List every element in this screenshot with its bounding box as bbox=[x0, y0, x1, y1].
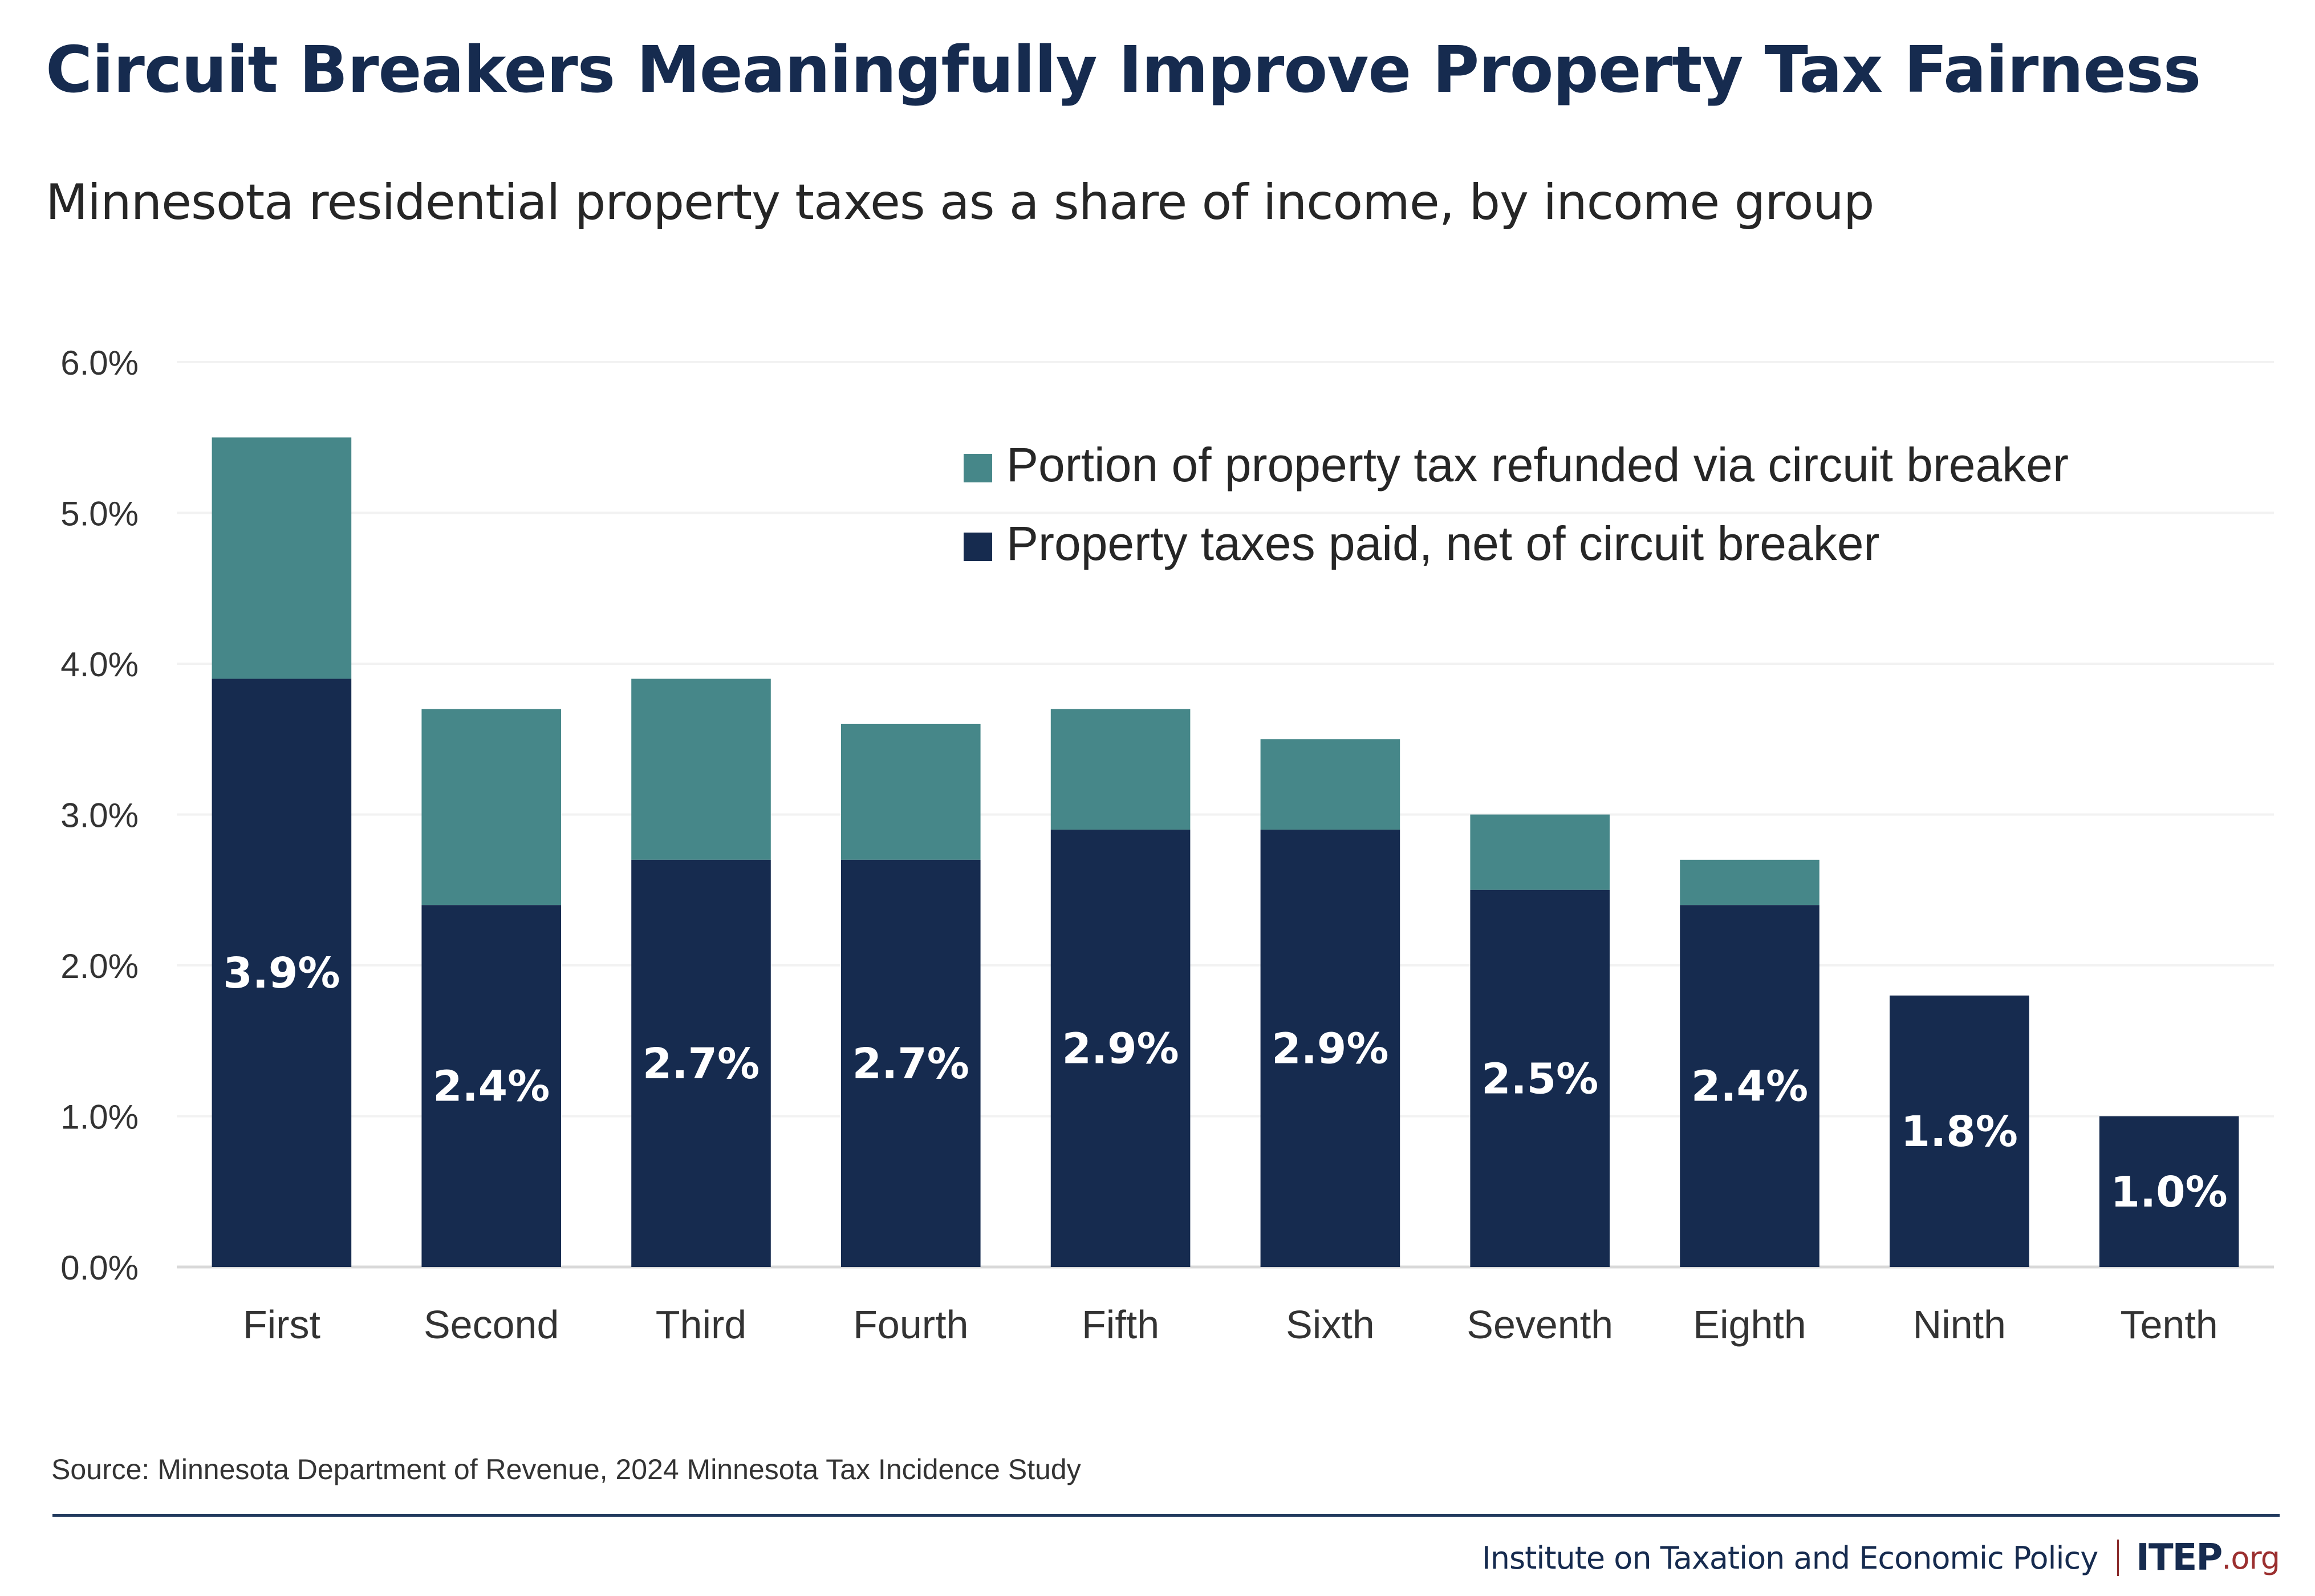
footer-branding: Institute on Taxation and Economic Polic… bbox=[1482, 1537, 2280, 1579]
y-tick-label: 2.0% bbox=[60, 947, 139, 985]
brand-logo: ITEP bbox=[2136, 1537, 2223, 1579]
legend-label: Portion of property tax refunded via cir… bbox=[1006, 438, 2069, 492]
bar-net-segment bbox=[2099, 1116, 2239, 1267]
bar-group-third: 2.7% bbox=[631, 679, 771, 1267]
bar-net-segment bbox=[1260, 829, 1400, 1267]
y-tick-label: 3.0% bbox=[60, 797, 139, 835]
bar-net-segment bbox=[1890, 995, 2029, 1267]
legend-swatch bbox=[964, 533, 992, 561]
y-tick-label: 6.0% bbox=[60, 344, 139, 382]
bar-refunded-segment bbox=[212, 437, 352, 679]
x-tick-label: Tenth bbox=[2120, 1302, 2217, 1347]
x-tick-label: Third bbox=[656, 1302, 746, 1347]
y-tick-label: 1.0% bbox=[60, 1098, 139, 1136]
bar-group-fifth: 2.9% bbox=[1050, 709, 1191, 1267]
x-tick-label: First bbox=[243, 1302, 320, 1347]
footer-divider bbox=[52, 1514, 2280, 1517]
bar-refunded-segment bbox=[631, 679, 771, 860]
bar-group-first: 3.9% bbox=[212, 437, 352, 1267]
brand-logo-tld: .org bbox=[2221, 1540, 2280, 1576]
legend: Portion of property tax refunded via cir… bbox=[964, 438, 2069, 570]
legend-swatch bbox=[964, 454, 992, 482]
bar-group-sixth: 2.9% bbox=[1260, 739, 1400, 1267]
data-label: 2.5% bbox=[1481, 1054, 1598, 1103]
x-tick-label: Fourth bbox=[853, 1302, 968, 1347]
chart-subtitle: Minnesota residential property taxes as … bbox=[46, 174, 1874, 231]
legend-item: Property taxes paid, net of circuit brea… bbox=[964, 517, 1879, 570]
legend-item: Portion of property tax refunded via cir… bbox=[964, 438, 2069, 492]
legend-label: Property taxes paid, net of circuit brea… bbox=[1006, 517, 1879, 570]
y-tick-label: 5.0% bbox=[60, 495, 139, 533]
bar-net-segment bbox=[421, 905, 561, 1267]
y-tick-label: 0.0% bbox=[60, 1249, 139, 1287]
data-label: 1.0% bbox=[2110, 1168, 2227, 1217]
bar-refunded-segment bbox=[421, 709, 561, 905]
x-tick-label: Fifth bbox=[1082, 1302, 1159, 1347]
bar-net-segment bbox=[212, 679, 352, 1267]
bar-refunded-segment bbox=[1260, 739, 1400, 830]
data-label: 2.7% bbox=[852, 1039, 969, 1089]
data-label: 1.8% bbox=[1901, 1107, 2018, 1156]
bar-group-ninth: 1.8% bbox=[1890, 995, 2029, 1267]
bar-net-segment bbox=[631, 859, 771, 1267]
bar-group-second: 2.4% bbox=[421, 709, 561, 1267]
stacked-bar-chart: 0.0% 1.0% 2.0% 3.0% 4.0% 5.0% 6.0% 3.9% 2.4% 2.7… bbox=[60, 344, 2274, 1347]
bar-group-tenth: 1.0% bbox=[2099, 1116, 2239, 1267]
organization-name: Institute on Taxation and Economic Polic… bbox=[1481, 1540, 2098, 1576]
bars: 3.9% 2.4% 2.7% 2.7% 2.9% 2.9% 2.5% 2.4% 1.8% 1.0% bbox=[212, 437, 2239, 1267]
bar-net-segment bbox=[1680, 905, 1819, 1267]
x-tick-label: Seventh bbox=[1467, 1302, 1613, 1347]
data-label: 3.9% bbox=[223, 949, 340, 998]
source-note: Source: Minnesota Department of Revenue,… bbox=[51, 1453, 1081, 1485]
x-tick-label: Second bbox=[424, 1302, 559, 1347]
y-axis-ticks: 0.0% 1.0% 2.0% 3.0% 4.0% 5.0% 6.0% bbox=[60, 344, 139, 1287]
data-label: 2.9% bbox=[1062, 1024, 1179, 1073]
bar-group-eighth: 2.4% bbox=[1680, 859, 1819, 1267]
y-tick-label: 4.0% bbox=[60, 645, 139, 684]
bar-group-fourth: 2.7% bbox=[841, 724, 981, 1267]
bar-refunded-segment bbox=[1470, 814, 1610, 890]
x-tick-label: Sixth bbox=[1286, 1302, 1375, 1347]
brand-separator bbox=[2117, 1540, 2119, 1576]
data-label: 2.9% bbox=[1272, 1024, 1388, 1073]
bar-net-segment bbox=[1470, 890, 1610, 1267]
x-axis-labels: First Second Third Fourth Fifth Sixth Seventh E… bbox=[243, 1302, 2218, 1347]
data-label: 2.4% bbox=[433, 1062, 550, 1111]
x-tick-label: Eighth bbox=[1693, 1302, 1806, 1347]
x-tick-label: Ninth bbox=[1913, 1302, 2006, 1347]
data-label: 2.7% bbox=[643, 1039, 760, 1089]
chart-title: Circuit Breakers Meaningfully Improve Pr… bbox=[46, 33, 2201, 107]
bar-net-segment bbox=[1050, 829, 1191, 1267]
data-label: 2.4% bbox=[1691, 1062, 1808, 1111]
bar-net-segment bbox=[841, 859, 981, 1267]
bar-refunded-segment bbox=[841, 724, 981, 860]
bar-group-seventh: 2.5% bbox=[1470, 814, 1610, 1267]
bar-refunded-segment bbox=[1050, 709, 1191, 830]
bar-refunded-segment bbox=[1680, 859, 1819, 905]
